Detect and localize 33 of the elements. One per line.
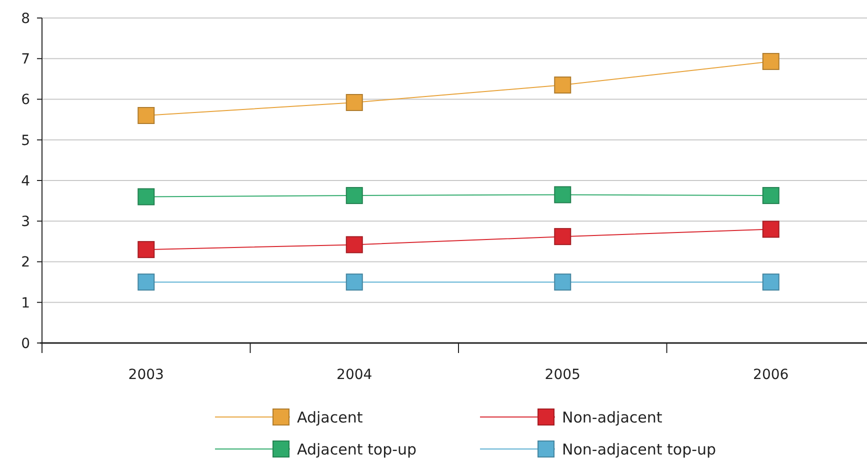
x-tick-label: 2003 <box>128 367 164 383</box>
y-tick-label: 8 <box>21 10 30 27</box>
point <box>554 228 572 246</box>
y-tick-label: 0 <box>21 336 30 352</box>
x-tick-label: 2005 <box>544 367 580 383</box>
point <box>138 188 155 206</box>
x-tick-label: 2006 <box>753 367 789 383</box>
point <box>346 274 363 291</box>
y-tick-label: 5 <box>21 132 30 149</box>
point <box>762 274 780 291</box>
point <box>554 76 572 94</box>
legend-label: Non-adjacent top-up <box>562 440 716 458</box>
point <box>554 186 572 204</box>
y-tick-label: 6 <box>21 92 30 108</box>
y-tick-label: 4 <box>21 173 30 190</box>
point <box>554 274 572 291</box>
point <box>346 187 363 204</box>
point <box>138 274 155 291</box>
point <box>138 241 155 258</box>
y-tick-label: 3 <box>21 214 30 230</box>
y-tick-label: 7 <box>21 52 30 68</box>
y-tick-label: 1 <box>21 295 30 312</box>
y-tick-label: 2 <box>21 254 30 271</box>
legend-label: Non-adjacent <box>562 408 662 426</box>
point <box>346 236 363 254</box>
point <box>346 94 363 111</box>
point <box>762 187 780 204</box>
x-tick-label: 2004 <box>336 367 372 383</box>
point <box>762 52 780 70</box>
legend-label: Adjacent top-up <box>297 440 417 458</box>
point <box>138 107 155 124</box>
legend-label: Adjacent <box>297 408 363 426</box>
point <box>762 220 780 238</box>
